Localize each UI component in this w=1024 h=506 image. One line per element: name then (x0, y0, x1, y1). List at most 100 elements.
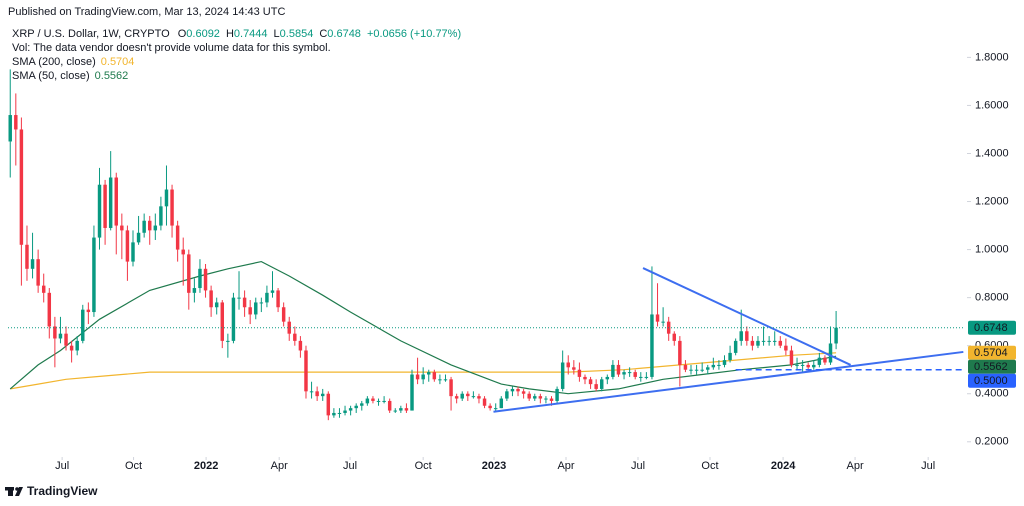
candle-body (365, 398, 370, 404)
legend-value: 0.5562 (95, 70, 129, 82)
candle-body (209, 290, 213, 308)
candle-body (772, 340, 777, 342)
x-tick-label: Oct (415, 460, 432, 472)
candle-body (533, 396, 537, 399)
candle-body (728, 352, 732, 361)
change-value: +0.0656 (+10.77%) (367, 28, 461, 40)
candle-body (566, 362, 570, 368)
candle-body (298, 340, 303, 351)
y-tick-label: 0.4000 (975, 388, 1009, 400)
candle-body (382, 400, 386, 402)
x-tick-label: Apr (557, 460, 574, 472)
legend-entry: SMA (200, close) 0.5704 (12, 56, 134, 68)
y-tick-label: 1.6000 (975, 99, 1009, 111)
candle-body (97, 184, 102, 238)
candle-body (309, 391, 314, 393)
candle-body (287, 321, 291, 334)
candle-body (482, 398, 487, 406)
candle-body (75, 340, 79, 351)
candle-body (812, 364, 816, 368)
ohlc-value: 0.6748 (327, 28, 361, 40)
candle-body (438, 379, 442, 381)
candle-body (304, 350, 308, 392)
x-tick-label: Jul (55, 460, 69, 472)
candle-body (823, 357, 827, 363)
x-tick-label: 2022 (194, 460, 218, 472)
trendline (493, 350, 964, 413)
candle-body (276, 290, 280, 308)
candle-body (806, 364, 810, 368)
price-tag-label: 0.5704 (974, 347, 1008, 359)
candle-body (354, 405, 358, 409)
x-tick-label: Apr (271, 460, 288, 472)
candle-body (717, 364, 721, 366)
candle-body (192, 288, 197, 293)
candle-body (387, 400, 392, 411)
published-note: Published on TradingView.com, Mar 13, 20… (8, 6, 285, 18)
candle-body (164, 189, 169, 207)
candle-body (477, 396, 481, 399)
candle-body (454, 396, 459, 399)
candle-body (170, 189, 174, 226)
candle-body (488, 405, 492, 409)
x-tick-label: Oct (701, 460, 718, 472)
candle-body (538, 396, 543, 399)
candle-body (633, 372, 637, 377)
candle-body (19, 129, 24, 245)
candle-body (493, 408, 498, 410)
candle-body (828, 343, 833, 363)
legend-entry: SMA (50, close) 0.5562 (12, 70, 128, 82)
candle-body (739, 331, 743, 341)
price-tag-label: 0.5000 (974, 375, 1008, 387)
candle-body (265, 292, 269, 303)
logo-mark (15, 487, 23, 496)
candle-body (449, 379, 453, 397)
candle-body (237, 297, 241, 299)
candle-body (108, 177, 113, 228)
candle-body (784, 345, 788, 351)
candle-body (817, 357, 822, 365)
candle-body (175, 225, 180, 250)
candle-body (789, 350, 794, 365)
plot-area (8, 69, 965, 421)
candle-body (360, 403, 364, 406)
candle-body (711, 364, 716, 368)
candle-body (443, 379, 448, 381)
candle-body (761, 340, 766, 342)
x-tick-label: Jul (921, 460, 935, 472)
candle-body (64, 333, 68, 346)
price-tag (968, 345, 1016, 360)
candle-body (153, 225, 158, 231)
candle-body (572, 367, 576, 370)
y-tick-label: 0.8000 (975, 292, 1009, 304)
candle-body (25, 244, 29, 269)
candle-body (320, 393, 325, 397)
candle-body (778, 340, 783, 346)
price-tag-label: 0.6748 (974, 322, 1008, 334)
candle-body (371, 398, 375, 401)
legend-name: SMA (200, close) (12, 56, 96, 68)
candle-body (14, 115, 18, 130)
candle-body (187, 254, 191, 293)
candle-body (672, 333, 677, 341)
candle-body (499, 398, 504, 409)
candle-body (594, 384, 598, 389)
candle-body (332, 412, 336, 416)
candle-body (756, 340, 760, 346)
candle-body (248, 307, 252, 315)
candle-body (136, 232, 141, 243)
candle-body (231, 297, 236, 341)
candle-body (616, 364, 621, 375)
candle-body (745, 331, 749, 341)
symbol-title: XRP / U.S. Dollar, 1W, CRYPTO (12, 28, 170, 40)
legend-title: XRP / U.S. Dollar, 1W, CRYPTO O0.6092 H0.7… (12, 28, 461, 40)
candle-body (103, 184, 107, 228)
x-tick-label: 2024 (771, 460, 796, 472)
brand: TradingView (27, 484, 98, 498)
candle-body (678, 340, 682, 365)
candle-body (203, 268, 208, 291)
candle-body (181, 249, 185, 255)
price-tag-label: 0.5562 (974, 361, 1008, 373)
candle-body (337, 412, 342, 414)
candle-body (214, 302, 219, 308)
